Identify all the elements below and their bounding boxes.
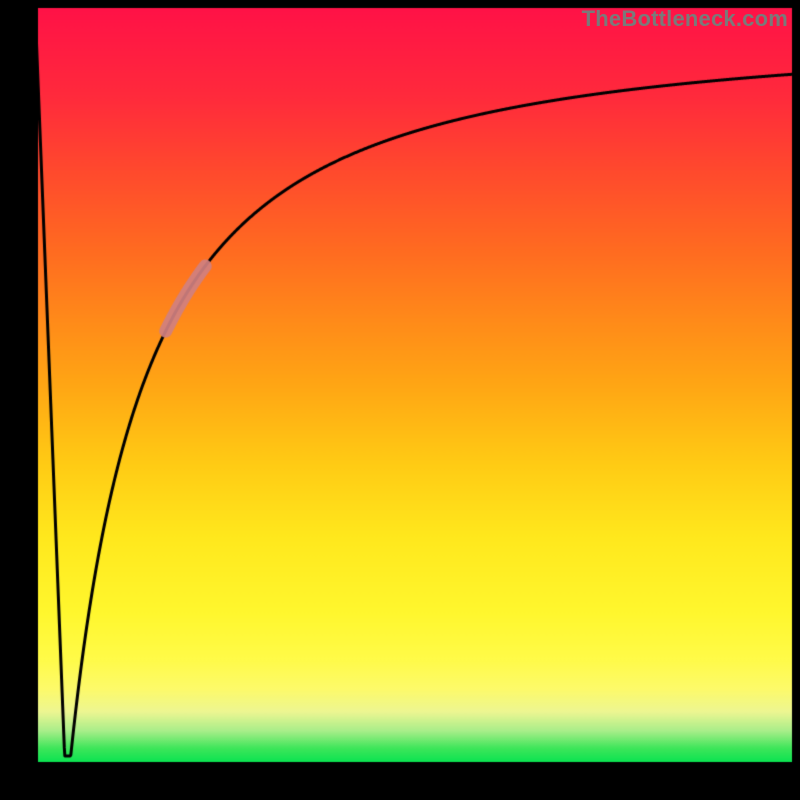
bottleneck-curve-chart [0, 0, 800, 800]
chart-container: TheBottleneck.com [0, 0, 800, 800]
attribution-text: TheBottleneck.com [582, 6, 788, 32]
